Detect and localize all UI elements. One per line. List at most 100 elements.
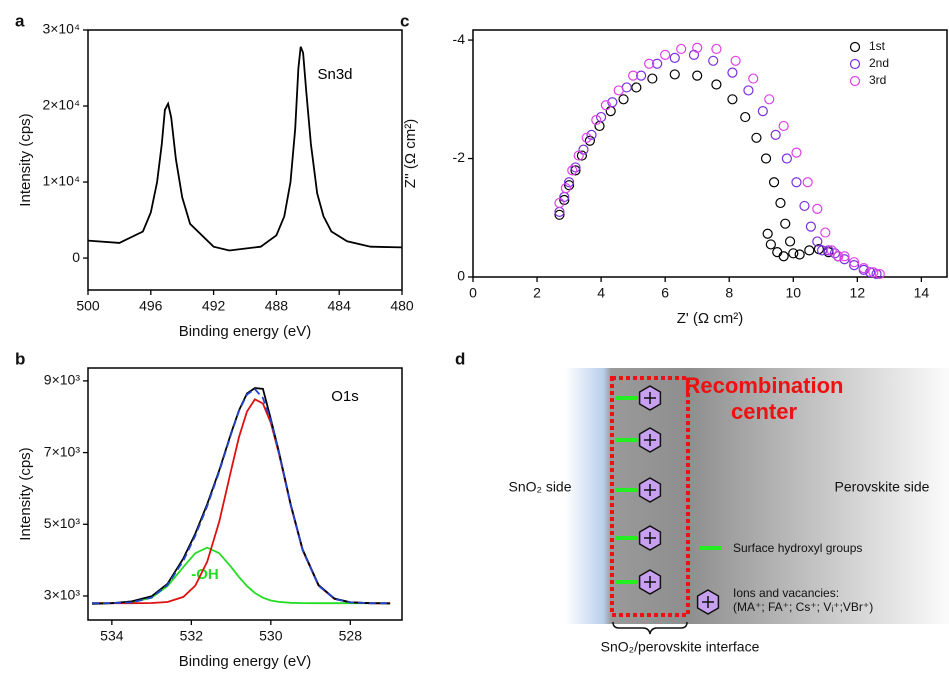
data-point [631, 82, 642, 93]
data-point [778, 120, 789, 132]
data-point [868, 267, 879, 278]
data-point [576, 150, 587, 161]
data-point [692, 70, 703, 81]
data-point [676, 43, 687, 55]
x-tick-label: 8 [725, 285, 733, 301]
y-tick-label: 3×10³ [44, 587, 81, 603]
data-point [760, 153, 772, 164]
data-point [829, 248, 841, 259]
data-point [812, 236, 823, 247]
legend-label: (MA⁺; FA⁺; Cs⁺; Vᵢ⁺;VBr⁺) [733, 600, 873, 614]
data-point [607, 97, 618, 108]
diagram-title: center [731, 399, 797, 424]
data-point [858, 263, 869, 274]
data-point [644, 58, 655, 69]
data-point [804, 245, 815, 256]
panel-label: c [400, 11, 409, 30]
panel-label: b [15, 349, 25, 368]
data-point [669, 52, 680, 63]
data-point [816, 245, 828, 256]
x-tick-label: 528 [339, 628, 363, 644]
data-point [775, 197, 786, 209]
legend-label: Ions and vacancies: [733, 586, 839, 600]
legend-label: 1st [869, 39, 886, 53]
data-point [563, 180, 575, 191]
chart-panel: c 0 2 4 6 8 10 12 14 0 -2 -4 Z' (Ω cm²) Z'' (Ω cm²) 1s… [400, 11, 948, 327]
data-point [708, 55, 719, 66]
x-tick-label: 4 [597, 285, 605, 301]
data-point [584, 135, 595, 146]
y-tick-label: 9×10³ [44, 372, 81, 388]
y-tick-label: 3×10⁴ [42, 21, 80, 37]
panel-label: a [15, 11, 25, 30]
data-line [92, 398, 391, 605]
legend-marker [849, 58, 861, 70]
data-point [762, 228, 773, 239]
data-point [578, 144, 589, 155]
data-point [567, 165, 578, 176]
x-tick-label: 500 [76, 298, 100, 314]
brace [612, 621, 688, 635]
data-point [554, 209, 565, 220]
x-tick-label: 0 [469, 285, 477, 301]
side-label: Perovskite side [835, 479, 930, 495]
data-point [874, 268, 885, 280]
recombination-box [610, 376, 690, 617]
data-point [765, 239, 776, 250]
data-point [581, 132, 592, 143]
y-tick-label: 1×10⁴ [42, 173, 80, 189]
y-tick-label: 0 [72, 249, 80, 265]
y-tick-label: 5×10³ [44, 515, 81, 531]
data-point [812, 203, 823, 214]
interface-label: SnO₂/perovskite interface [601, 639, 760, 655]
x-tick-label: 488 [265, 298, 289, 314]
data-point [647, 73, 658, 84]
plus-sign [702, 596, 714, 608]
data-point [727, 67, 738, 78]
data-point [768, 177, 780, 188]
data-point [740, 111, 751, 123]
data-point [560, 183, 571, 194]
data-point [772, 247, 783, 258]
x-tick-label: 484 [328, 298, 352, 314]
data-point [751, 132, 762, 143]
plus-sign [644, 532, 656, 544]
x-tick-label: 530 [259, 628, 283, 644]
x-tick-label: 10 [785, 285, 801, 301]
panel-label: d [455, 349, 465, 368]
plus-sign [644, 484, 656, 496]
data-point [613, 85, 624, 96]
data-point [692, 42, 703, 53]
data-point [563, 177, 575, 188]
x-tick-label: 534 [100, 628, 124, 644]
data-point [618, 94, 629, 105]
data-point [711, 79, 722, 90]
data-point [802, 177, 813, 188]
data-line [91, 387, 391, 605]
data-line [91, 388, 391, 605]
data-point [784, 236, 796, 247]
data-point [778, 251, 789, 262]
data-point [833, 251, 844, 262]
x-tick-label: 14 [914, 285, 930, 301]
x-axis-label: Binding energy (eV) [179, 653, 312, 670]
annotation: O1s [331, 388, 359, 405]
data-point [839, 251, 850, 262]
chart-panel: b 534 532 530 528 3×10³ 5×10³ 7×10³ 9×10³ Binding… [15, 349, 403, 670]
legend-label: 2nd [869, 56, 889, 70]
x-tick-label: 492 [202, 298, 226, 314]
legend-marker [849, 75, 861, 87]
data-point [764, 94, 775, 105]
plus-sign [644, 392, 656, 404]
data-line [91, 546, 391, 605]
data-line [87, 46, 403, 252]
data-point [788, 248, 799, 259]
data-point [727, 94, 738, 105]
data-point [849, 257, 860, 268]
data-point [600, 100, 612, 111]
annotation: -OH [191, 566, 219, 583]
x-axis-label: Z' (Ω cm²) [677, 310, 744, 327]
diagram-title: Recombination [685, 373, 844, 398]
x-tick-label: 2 [533, 285, 541, 301]
data-point [573, 150, 584, 161]
